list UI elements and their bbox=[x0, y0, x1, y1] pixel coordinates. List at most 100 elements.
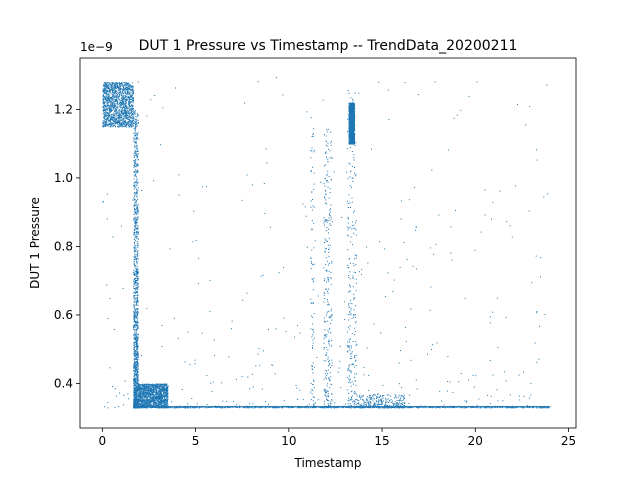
data-point bbox=[133, 312, 135, 314]
data-point bbox=[103, 103, 105, 105]
data-point bbox=[120, 83, 122, 85]
data-point bbox=[135, 135, 136, 137]
data-point bbox=[138, 404, 140, 406]
data-point bbox=[112, 95, 113, 97]
data-point bbox=[122, 122, 123, 124]
data-point bbox=[131, 113, 133, 115]
data-point bbox=[133, 346, 135, 348]
data-point bbox=[137, 351, 139, 353]
data-point bbox=[117, 102, 119, 104]
data-point bbox=[111, 100, 113, 102]
data-point bbox=[352, 275, 354, 277]
data-point bbox=[123, 106, 124, 108]
data-point bbox=[329, 372, 331, 374]
data-point bbox=[113, 106, 115, 108]
data-point bbox=[140, 397, 142, 399]
data-point bbox=[134, 152, 136, 154]
data-point bbox=[113, 113, 115, 115]
data-point bbox=[137, 308, 139, 310]
data-point bbox=[133, 321, 135, 323]
data-point bbox=[355, 278, 357, 280]
data-point bbox=[160, 393, 162, 395]
data-point bbox=[144, 383, 146, 385]
data-point bbox=[134, 347, 136, 348]
data-point bbox=[134, 217, 136, 219]
data-point bbox=[310, 382, 312, 384]
data-point bbox=[327, 128, 329, 130]
data-point bbox=[137, 405, 139, 407]
data-point bbox=[133, 113, 135, 115]
data-point bbox=[133, 259, 135, 261]
data-point bbox=[137, 361, 139, 363]
data-point bbox=[324, 292, 325, 294]
data-point bbox=[112, 89, 113, 91]
data-point bbox=[135, 165, 137, 167]
data-point bbox=[153, 391, 154, 392]
data-point bbox=[134, 281, 136, 283]
data-point bbox=[135, 181, 137, 183]
data-point bbox=[151, 388, 153, 390]
data-point bbox=[110, 111, 112, 112]
data-point bbox=[107, 125, 109, 127]
data-point bbox=[129, 85, 131, 87]
data-point bbox=[148, 392, 150, 394]
data-point bbox=[135, 278, 137, 280]
data-point bbox=[125, 124, 127, 126]
data-point bbox=[138, 389, 139, 391]
data-point bbox=[148, 404, 150, 406]
data-point bbox=[135, 357, 137, 359]
data-point bbox=[348, 382, 350, 384]
data-point bbox=[137, 291, 139, 293]
data-point bbox=[133, 178, 135, 180]
data-point bbox=[143, 403, 145, 404]
data-point bbox=[136, 192, 138, 194]
data-point bbox=[132, 113, 133, 115]
data-point bbox=[134, 134, 136, 136]
data-point bbox=[136, 373, 138, 375]
data-point bbox=[347, 368, 349, 369]
data-point bbox=[135, 124, 137, 126]
data-point bbox=[137, 278, 139, 280]
data-point bbox=[106, 108, 108, 110]
data-point bbox=[119, 120, 121, 122]
data-point bbox=[136, 193, 138, 195]
data-point bbox=[133, 116, 134, 118]
data-point bbox=[310, 303, 312, 305]
data-point bbox=[135, 119, 137, 121]
data-point bbox=[131, 89, 133, 91]
data-point bbox=[134, 229, 135, 230]
data-point bbox=[134, 274, 136, 276]
data-point bbox=[149, 404, 151, 406]
data-point bbox=[328, 249, 329, 250]
data-point bbox=[137, 217, 139, 219]
data-point bbox=[140, 392, 142, 394]
data-point bbox=[137, 115, 138, 117]
data-point bbox=[134, 128, 136, 130]
data-point bbox=[129, 123, 131, 125]
data-point bbox=[135, 201, 137, 203]
data-point bbox=[136, 379, 138, 381]
data-point bbox=[313, 366, 315, 368]
data-point bbox=[135, 118, 137, 120]
data-point bbox=[142, 390, 144, 392]
data-point bbox=[161, 394, 163, 396]
data-point bbox=[133, 217, 135, 219]
data-point bbox=[132, 124, 134, 126]
data-point bbox=[136, 209, 138, 211]
data-point bbox=[112, 82, 114, 84]
data-point bbox=[354, 373, 356, 375]
data-point bbox=[349, 258, 351, 259]
data-point bbox=[111, 84, 113, 86]
data-point bbox=[134, 227, 136, 229]
data-point bbox=[104, 104, 106, 106]
data-point bbox=[353, 159, 355, 161]
data-point bbox=[136, 336, 138, 338]
data-point bbox=[106, 119, 108, 121]
data-point bbox=[108, 120, 110, 122]
data-point bbox=[313, 263, 315, 265]
data-point bbox=[144, 384, 146, 386]
data-point bbox=[328, 288, 329, 290]
data-point bbox=[135, 407, 137, 409]
data-point bbox=[311, 249, 313, 251]
data-point bbox=[109, 116, 111, 118]
